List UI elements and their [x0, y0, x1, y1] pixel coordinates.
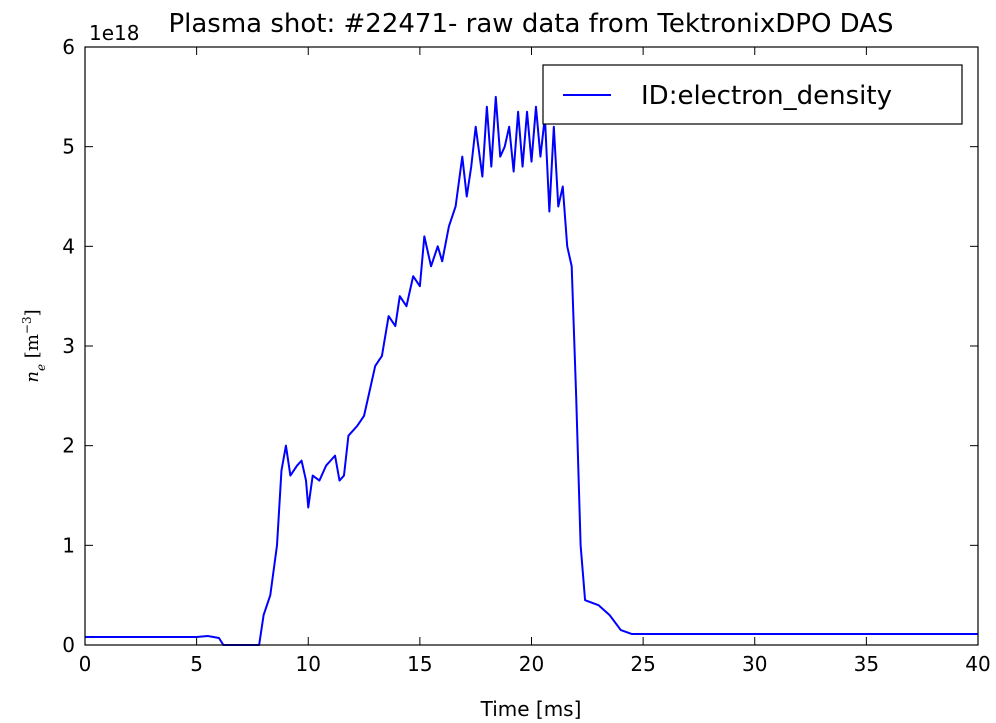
data-line — [85, 95, 978, 646]
x-tick-label: 0 — [79, 652, 92, 676]
x-tick-label: 15 — [407, 652, 432, 676]
x-tick-label: 25 — [630, 652, 655, 676]
x-tick-label: 30 — [742, 652, 767, 676]
y-label-part: e — [34, 364, 48, 371]
y-tick-label: 6 — [62, 35, 75, 59]
y-label-part: [m — [22, 334, 43, 364]
y-offset-label: 1e18 — [89, 21, 139, 45]
legend-label: ID:electron_density — [641, 81, 892, 111]
y-axis-label: ne [m−3] — [20, 309, 48, 382]
x-tick-label: 5 — [190, 652, 203, 676]
x-axis-label: Time [ms] — [480, 697, 582, 721]
y-label-part: −3 — [20, 316, 34, 334]
y-tick-label: 2 — [62, 434, 75, 458]
y-tick-label: 4 — [62, 234, 75, 258]
chart-title: Plasma shot: #22471- raw data from Tektr… — [168, 9, 893, 39]
y-tick-label: 1 — [62, 533, 75, 557]
y-tick-label: 0 — [62, 633, 75, 657]
legend-box — [542, 64, 963, 125]
x-tick-label: 10 — [296, 652, 321, 676]
y-tick-label: 3 — [62, 334, 75, 358]
y-label-part: ] — [22, 309, 43, 316]
y-label-part: n — [22, 371, 43, 383]
x-tick-label: 40 — [965, 652, 990, 676]
y-tick-label: 5 — [62, 135, 75, 159]
x-tick-label: 35 — [854, 652, 879, 676]
x-tick-label: 20 — [519, 652, 544, 676]
